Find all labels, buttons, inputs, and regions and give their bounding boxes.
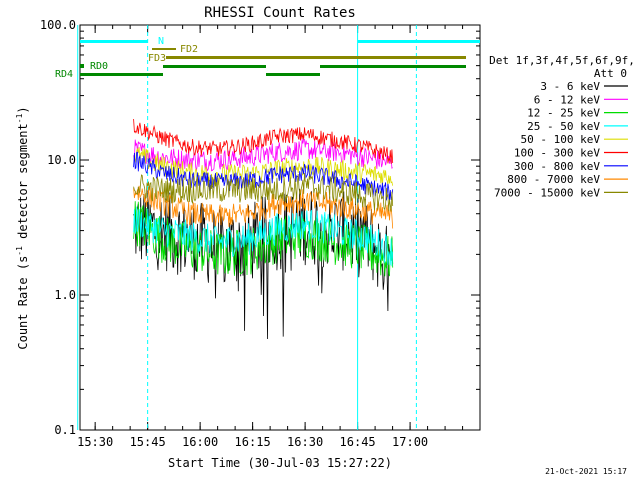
x-tick-label: 16:15 xyxy=(235,435,271,449)
legend-label: 100 - 300 keV xyxy=(514,147,600,160)
series-line-5 xyxy=(133,118,394,164)
rd4-state-label: RD4 xyxy=(55,69,73,80)
series-line-8 xyxy=(133,172,394,212)
chart-title: RHESSI Count Rates xyxy=(204,5,356,21)
legend-label: 7000 - 15000 keV xyxy=(494,186,600,199)
x-tick-label: 17:00 xyxy=(392,435,428,449)
rd4-state-bar xyxy=(163,65,266,68)
legend-header-2: Att 0 xyxy=(594,67,627,80)
x-tick-label: 16:00 xyxy=(182,435,218,449)
fd2-state-bar xyxy=(166,56,466,59)
rd4-state-bar xyxy=(266,73,320,76)
x-tick-label: 16:45 xyxy=(340,435,376,449)
series-line-1 xyxy=(133,138,393,172)
rd0-state-bar xyxy=(80,64,84,68)
n-state-bar xyxy=(357,40,480,43)
legend-label: 12 - 25 keV xyxy=(527,107,600,120)
legend-label: 25 - 50 keV xyxy=(527,120,600,133)
fd2-state-label: FD2 xyxy=(180,44,198,55)
legend-label: 300 - 800 keV xyxy=(514,160,600,173)
x-tick-label: 15:45 xyxy=(130,435,166,449)
series-line-2 xyxy=(133,201,394,277)
y-tick-label: 100.0 xyxy=(40,18,76,32)
rd4-state-bar xyxy=(80,73,163,76)
y-tick-label: 10.0 xyxy=(47,153,76,167)
series-line-7 xyxy=(133,185,394,229)
y-tick-label: 1.0 xyxy=(54,288,76,302)
timestamp: 21-Oct-2021 15:17 xyxy=(545,467,627,476)
x-tick-label: 15:30 xyxy=(77,435,113,449)
x-axis-label: Start Time (30-Jul-03 15:27:22) xyxy=(168,456,392,470)
legend-label: 3 - 6 keV xyxy=(540,80,600,93)
legend-label: 6 - 12 keV xyxy=(534,93,601,106)
n-state-label: N xyxy=(158,36,164,47)
series-line-3 xyxy=(133,206,394,267)
rd0-state-label: RD0 xyxy=(90,61,108,72)
y-axis-label: Count Rate (s-1 detector segment-1) xyxy=(15,106,30,349)
series-line-6 xyxy=(133,151,394,202)
fd2-state-bar xyxy=(152,48,176,50)
y-tick-label: 0.1 xyxy=(54,423,76,437)
rd4-state-bar xyxy=(320,65,466,68)
n-state-bar xyxy=(80,40,148,43)
fd3-state-label: FD3 xyxy=(148,53,166,64)
legend-label: 800 - 7000 keV xyxy=(507,173,600,186)
series-line-4 xyxy=(133,147,394,187)
x-tick-label: 16:30 xyxy=(287,435,323,449)
legend-header-1: Det 1f,3f,4f,5f,6f,9f, xyxy=(489,54,635,67)
plot-frame xyxy=(79,24,481,431)
legend-label: 50 - 100 keV xyxy=(521,133,601,146)
